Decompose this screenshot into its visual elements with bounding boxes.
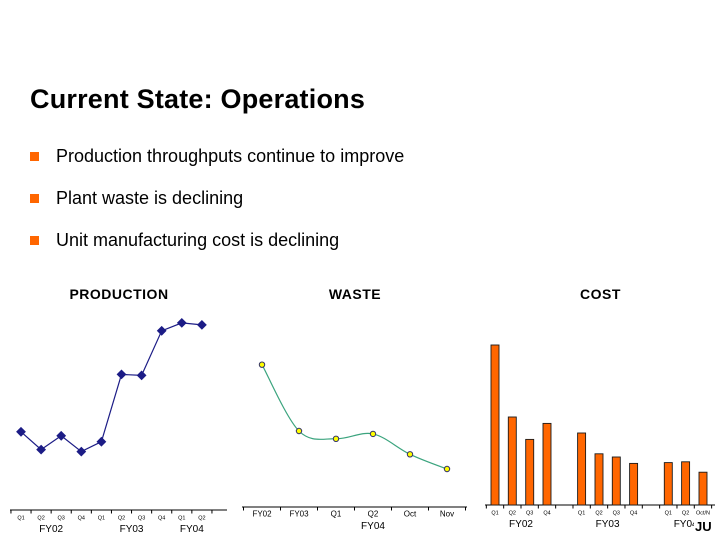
svg-text:Oct/N: Oct/N bbox=[696, 511, 710, 517]
svg-text:Nov: Nov bbox=[440, 510, 454, 519]
svg-text:Q4: Q4 bbox=[630, 511, 637, 517]
svg-text:FY03: FY03 bbox=[596, 519, 620, 530]
bullet-text: Unit manufacturing cost is declining bbox=[56, 230, 340, 250]
svg-text:Q2: Q2 bbox=[368, 510, 379, 519]
svg-text:Q2: Q2 bbox=[118, 516, 125, 522]
bullet-text: Production throughputs continue to impro… bbox=[56, 146, 405, 166]
bullet-text: Plant waste is declining bbox=[56, 188, 244, 208]
svg-text:FY03: FY03 bbox=[289, 510, 309, 519]
svg-text:Q2: Q2 bbox=[595, 511, 602, 517]
cost-chart-title: COST bbox=[580, 286, 621, 302]
svg-text:Q2: Q2 bbox=[682, 511, 689, 517]
page-title: Current State: Operations bbox=[30, 84, 366, 114]
footer-logo: JU bbox=[694, 519, 713, 534]
svg-text:Q3: Q3 bbox=[138, 516, 145, 522]
production-line-plot: Q1 Q2 Q3 Q4 Q1 Q2 Q3 Q4 Q1 Q2 FY02 FY03 FY04 bbox=[10, 317, 227, 535]
cost-chart: COST Q1 Q2 Q3 Q4 Q1 Q2 Q3 Q4 Q1 Q2 Oct/N FY02 FY03 FY… bbox=[483, 286, 718, 538]
svg-text:FY02: FY02 bbox=[39, 524, 63, 535]
bullet-item: Plant waste is declining bbox=[30, 188, 590, 210]
svg-text:FY04: FY04 bbox=[361, 521, 385, 532]
svg-text:Q3: Q3 bbox=[58, 516, 65, 522]
svg-text:FY04: FY04 bbox=[674, 519, 698, 530]
production-chart-title: PRODUCTION bbox=[69, 286, 169, 302]
svg-text:Q2: Q2 bbox=[198, 516, 205, 522]
svg-text:Q4: Q4 bbox=[543, 511, 550, 517]
svg-text:Q4: Q4 bbox=[158, 516, 165, 522]
bullet-item: Unit manufacturing cost is declining bbox=[30, 230, 590, 252]
waste-chart: WASTE FY02 FY03 Q1 Q2 Oct Nov FY04 bbox=[240, 286, 470, 538]
svg-text:Oct: Oct bbox=[404, 510, 417, 519]
svg-text:Q3: Q3 bbox=[613, 511, 620, 517]
waste-line-plot: FY02 FY03 Q1 Q2 Oct Nov FY04 bbox=[242, 361, 467, 532]
bullet-square-icon bbox=[30, 236, 39, 245]
bullet-square-icon bbox=[30, 194, 39, 203]
svg-text:Q1: Q1 bbox=[17, 516, 24, 522]
svg-text:Q1: Q1 bbox=[178, 516, 185, 522]
waste-chart-title: WASTE bbox=[328, 286, 382, 302]
cost-bar-plot: Q1 Q2 Q3 Q4 Q1 Q2 Q3 Q4 Q1 Q2 Oct/N FY02 FY03 FY04 bbox=[485, 344, 715, 530]
bullet-list: Production throughputs continue to impro… bbox=[30, 146, 590, 272]
svg-text:Q2: Q2 bbox=[509, 511, 516, 517]
svg-text:Q2: Q2 bbox=[37, 516, 44, 522]
svg-text:FY02: FY02 bbox=[252, 510, 272, 519]
svg-text:Q1: Q1 bbox=[98, 516, 105, 522]
svg-text:FY02: FY02 bbox=[509, 519, 533, 530]
svg-text:FY04: FY04 bbox=[180, 524, 204, 535]
svg-text:Q1: Q1 bbox=[665, 511, 672, 517]
svg-text:Q1: Q1 bbox=[331, 510, 342, 519]
svg-text:Q3: Q3 bbox=[526, 511, 533, 517]
svg-text:Q1: Q1 bbox=[491, 511, 498, 517]
bullet-square-icon bbox=[30, 152, 39, 161]
production-chart: PRODUCTION Q1 Q2 Q3 Q4 Q1 Q2 Q3 Q4 Q1 Q2 FY02 FY03 F… bbox=[8, 286, 230, 538]
svg-text:FY03: FY03 bbox=[120, 524, 144, 535]
svg-text:Q1: Q1 bbox=[578, 511, 585, 517]
bullet-item: Production throughputs continue to impro… bbox=[30, 146, 590, 168]
svg-text:Q4: Q4 bbox=[78, 516, 85, 522]
